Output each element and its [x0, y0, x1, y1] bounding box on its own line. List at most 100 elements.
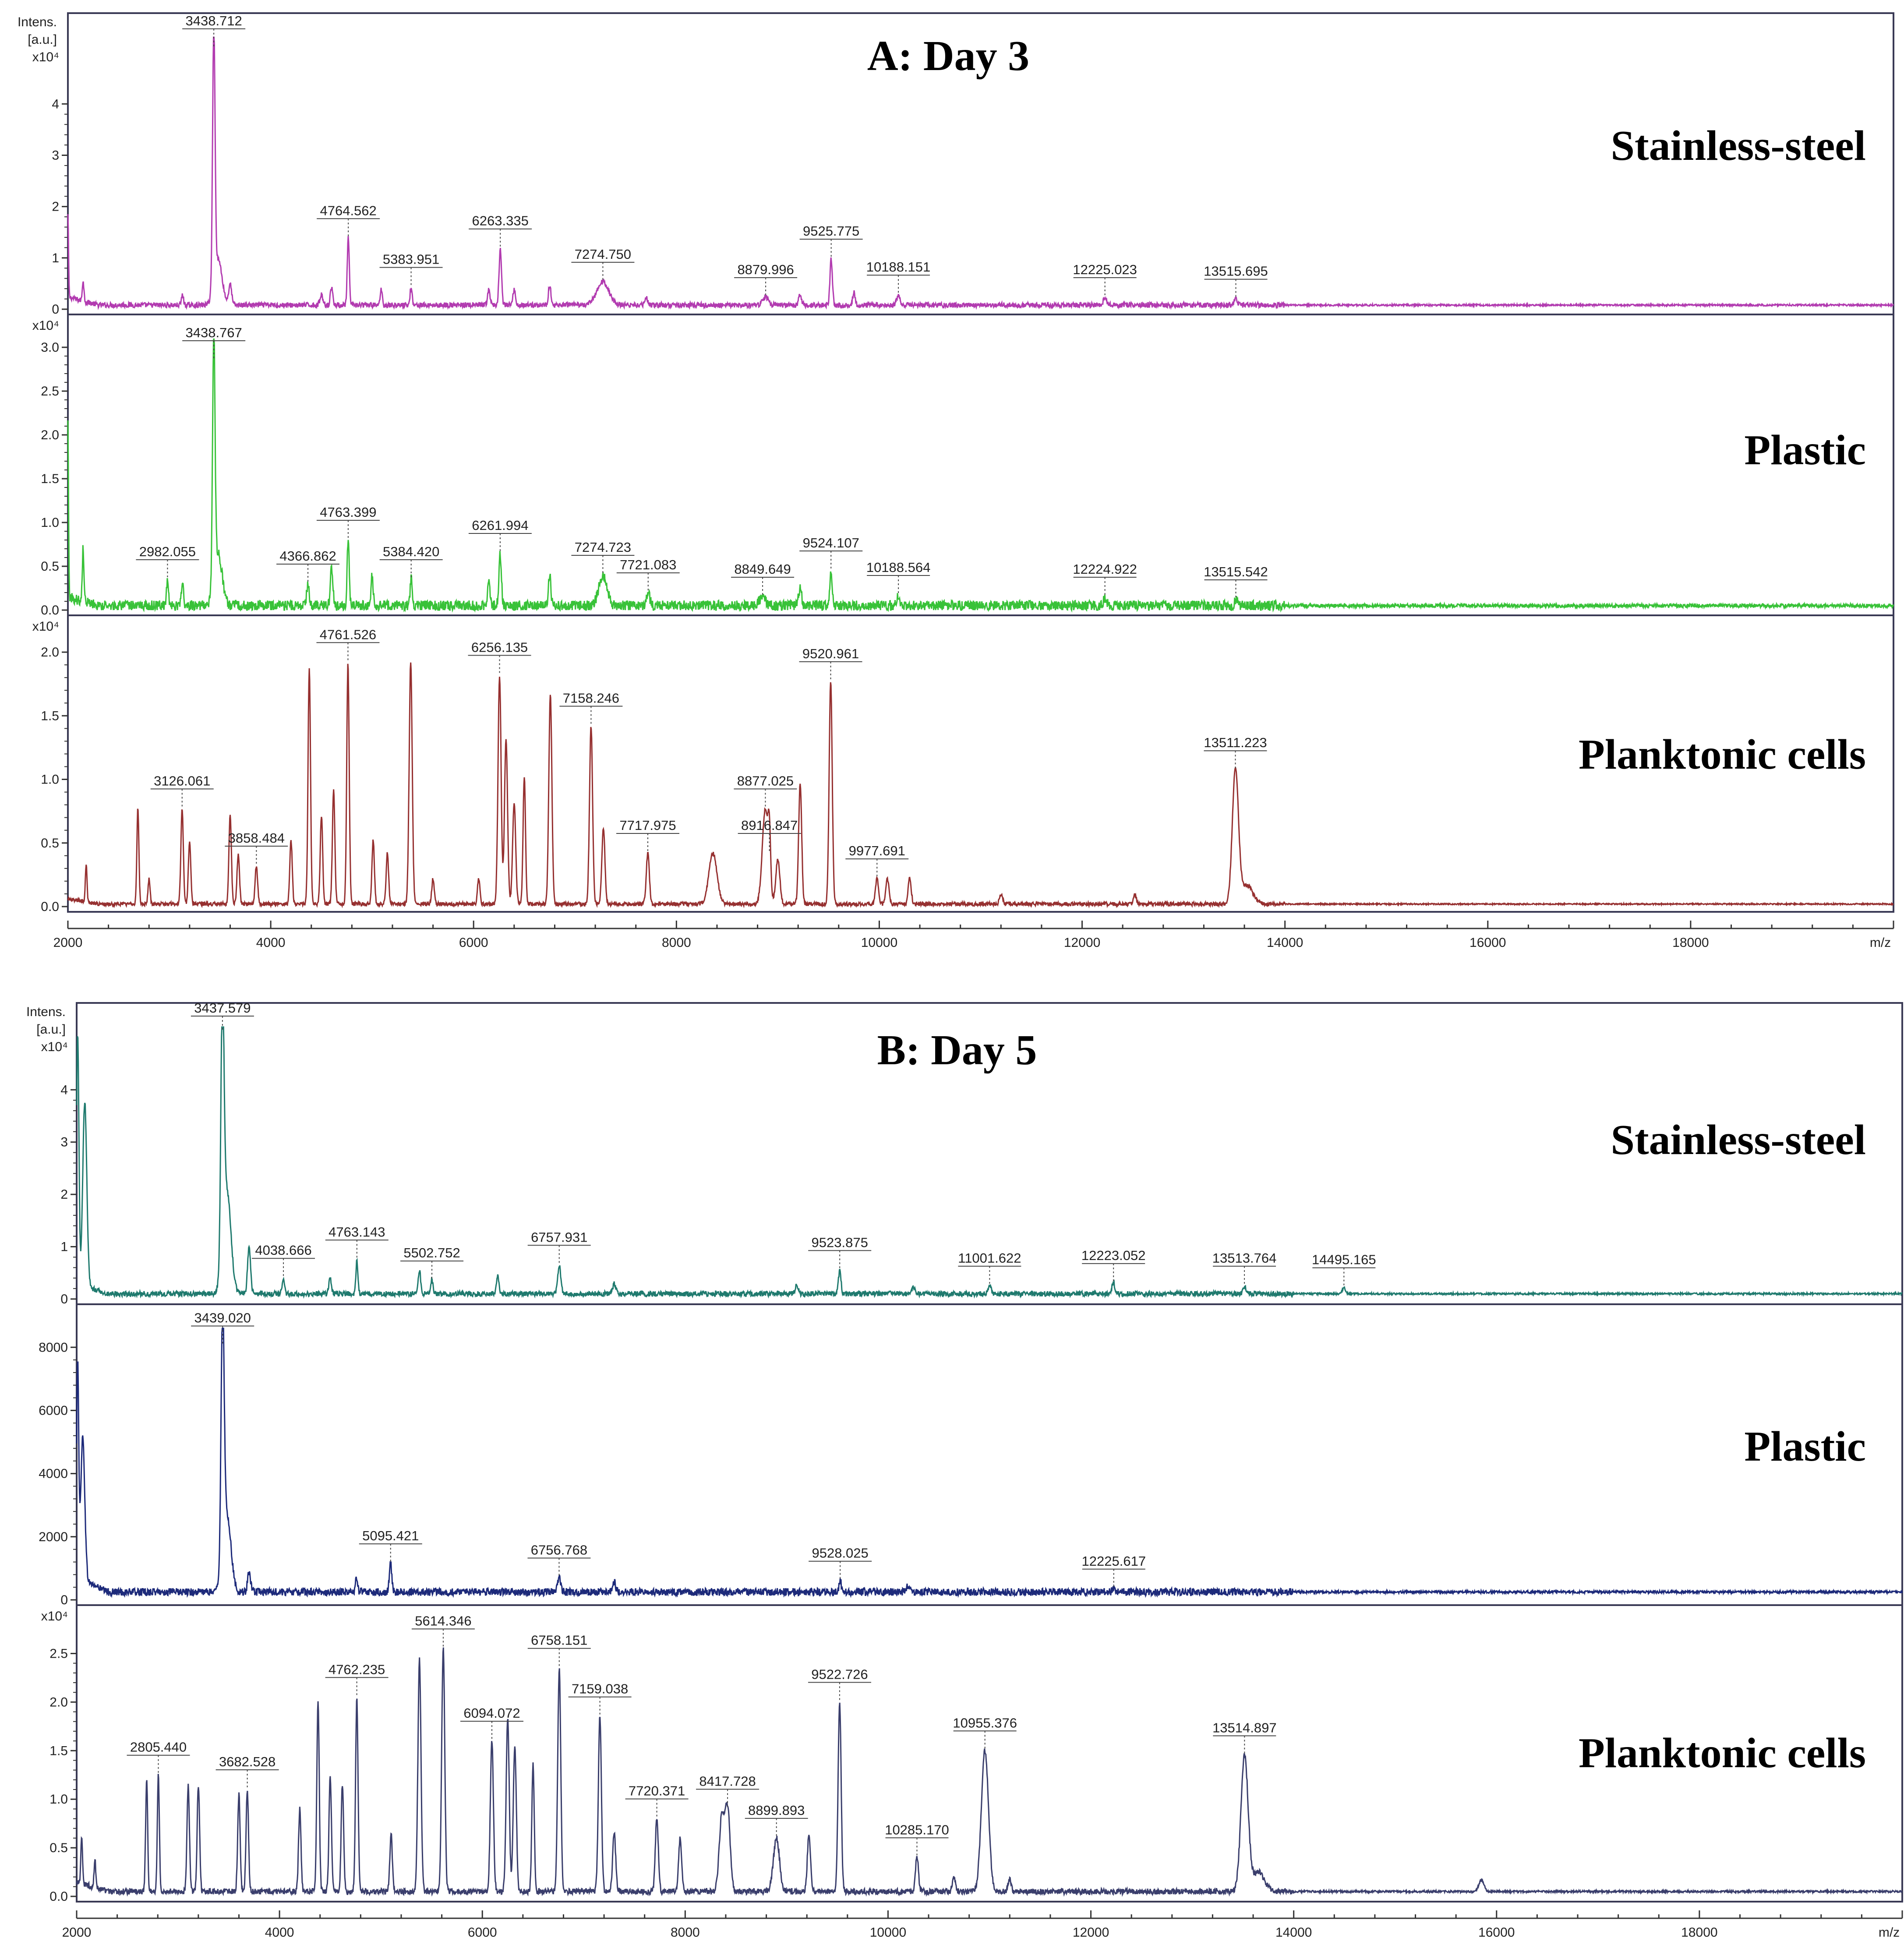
peak-annotation: 7720.371 — [625, 1783, 689, 1817]
peak-label: 10188.564 — [866, 560, 931, 575]
peak-annotation: 5384.420 — [379, 544, 443, 578]
peak-label: 7274.750 — [575, 247, 631, 262]
peak-label: 13515.542 — [1204, 564, 1268, 579]
y-axis-label: Intens. — [26, 1005, 66, 1019]
peak-annotation: 8417.728 — [696, 1773, 759, 1807]
peak-label: 12223.052 — [1081, 1248, 1146, 1263]
x-axis-label: m/z — [1870, 935, 1891, 950]
y-scale-label: x10⁴ — [41, 1040, 68, 1054]
peak-label: 8916.847 — [741, 818, 798, 833]
peak-label: 5384.420 — [383, 544, 439, 559]
peak-label: 13513.764 — [1212, 1250, 1277, 1266]
peak-annotation: 6757.931 — [527, 1229, 591, 1264]
spectrum-line — [67, 662, 1894, 909]
peak-annotation: 6256.135 — [468, 639, 531, 674]
peak-annotation: 4761.526 — [316, 627, 380, 661]
peak-label: 12225.617 — [1082, 1553, 1146, 1569]
x-tick-label: 4000 — [256, 935, 286, 950]
trace-stainless-steel: 0 1 2 3 4 x10⁴ Stainless-steel 3438.712 4764.562… — [32, 13, 1894, 317]
y-tick-label: 1.0 — [49, 1792, 68, 1807]
panel-b: Intens. [a.u.] B: Day 5 0 1 2 3 4 x10⁴ Stainless-… — [26, 1000, 1903, 1940]
x-axis: 2000 4000 6000 8000 10000 12000 14000 16000 1800… — [62, 1910, 1903, 1940]
x-tick-label: 2000 — [62, 1925, 92, 1940]
spectrum-line — [67, 338, 1894, 613]
peak-label: 7158.246 — [563, 691, 619, 706]
y-tick-label: 4000 — [39, 1467, 68, 1481]
peak-annotation: 5095.421 — [359, 1528, 422, 1562]
y-tick-label: 2.5 — [49, 1646, 68, 1661]
peak-annotation: 4764.562 — [317, 203, 380, 237]
trace-plastic: 0 2000 4000 6000 8000 Plastic 3439.020 5095.421… — [39, 1303, 1903, 1607]
x-axis: 2000 4000 6000 8000 10000 12000 14000 16000 1800… — [53, 921, 1894, 950]
peak-label: 4764.562 — [320, 203, 376, 218]
y-tick-label: 2.0 — [41, 428, 59, 442]
peak-label: 6261.994 — [472, 518, 528, 533]
x-tick-label: 4000 — [265, 1925, 294, 1940]
peak-label: 9977.691 — [849, 843, 905, 858]
y-tick-label: 0 — [60, 1292, 68, 1306]
x-tick-label: 2000 — [53, 935, 83, 950]
y-tick-label: 1.5 — [41, 709, 59, 723]
peak-annotation: 2982.055 — [136, 544, 199, 578]
peak-label: 3439.020 — [194, 1310, 251, 1326]
peak-annotation: 7717.975 — [616, 818, 680, 851]
peak-annotation: 4763.143 — [325, 1224, 389, 1258]
peak-label: 6256.135 — [471, 639, 528, 655]
peak-annotation: 4366.862 — [276, 548, 340, 582]
y-tick-label: 1.0 — [41, 773, 59, 787]
peak-annotation: 3439.020 — [191, 1310, 254, 1344]
peak-annotation: 14495.165 — [1312, 1252, 1376, 1286]
x-tick-label: 18000 — [1681, 1925, 1717, 1940]
peak-annotation: 3438.712 — [182, 13, 246, 47]
peak-annotation: 4038.666 — [252, 1243, 315, 1277]
peak-annotation: 10188.151 — [866, 259, 930, 293]
peak-label: 13515.695 — [1204, 264, 1268, 279]
peak-label: 5502.752 — [403, 1245, 460, 1260]
peak-label: 6263.335 — [472, 213, 529, 229]
peak-label: 8417.728 — [699, 1773, 756, 1789]
y-tick-label: 3.0 — [41, 340, 59, 355]
peak-label: 9523.875 — [812, 1235, 868, 1250]
x-tick-label: 8000 — [671, 1925, 700, 1940]
y-scale-label: x10⁴ — [32, 50, 59, 64]
x-axis-label: m/z — [1879, 1925, 1900, 1940]
peak-annotation: 7274.750 — [571, 247, 635, 280]
y-tick-label: 0.0 — [49, 1889, 68, 1904]
y-tick-label: 2.0 — [41, 645, 59, 660]
peak-label: 13514.897 — [1212, 1720, 1277, 1735]
y-tick-label: 0.5 — [49, 1841, 68, 1855]
y-tick-label: 0.0 — [41, 603, 59, 618]
peak-annotation: 3437.579 — [191, 1000, 254, 1031]
y-scale-label: x10⁴ — [32, 318, 59, 333]
y-tick-label: 0.0 — [41, 900, 59, 914]
peak-annotation: 3438.767 — [182, 325, 246, 359]
peak-label: 4762.235 — [329, 1662, 385, 1677]
peak-annotation: 12225.023 — [1073, 262, 1137, 296]
peak-annotation: 8849.649 — [731, 561, 795, 595]
y-axis-unit: [a.u.] — [28, 32, 57, 47]
spectrum-line — [76, 1647, 1903, 1897]
peak-label: 6757.931 — [531, 1229, 587, 1245]
spectrum-line — [76, 1327, 1903, 1598]
spectrum-line — [76, 1026, 1903, 1299]
peak-annotation: 13515.542 — [1204, 564, 1268, 598]
peak-label: 3438.712 — [185, 13, 242, 28]
peak-annotation: 11001.622 — [958, 1250, 1021, 1285]
y-scale-label: x10⁴ — [32, 619, 59, 634]
peak-label: 12224.922 — [1073, 561, 1137, 577]
y-tick-label: 1 — [52, 251, 59, 265]
peak-annotation: 9522.726 — [808, 1666, 871, 1701]
trace-label: Planktonic cells — [1579, 731, 1866, 778]
peak-label: 7721.083 — [620, 557, 676, 572]
peak-label: 2805.440 — [130, 1740, 187, 1755]
peak-annotation: 6756.768 — [527, 1543, 591, 1576]
y-tick-label: 0.5 — [41, 559, 59, 574]
peak-label: 13511.223 — [1204, 735, 1267, 750]
trace-label: Stainless-steel — [1611, 1116, 1866, 1164]
peak-label: 7720.371 — [629, 1783, 685, 1799]
peak-annotation: 4762.235 — [325, 1662, 389, 1696]
y-tick-label: 6000 — [39, 1403, 68, 1418]
peak-label: 8879.996 — [737, 262, 794, 277]
peak-label: 11001.622 — [958, 1250, 1021, 1266]
